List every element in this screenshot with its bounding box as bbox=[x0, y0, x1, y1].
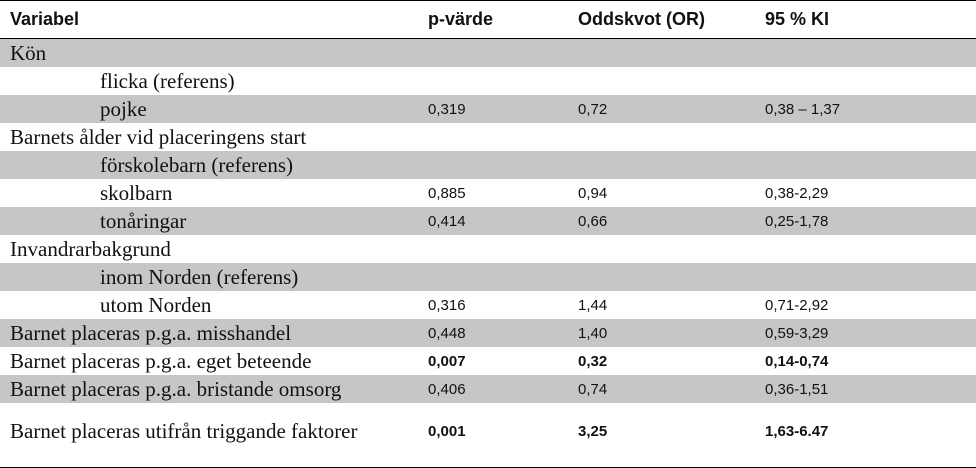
table-row: Barnet placeras p.g.a. bristande omsorg … bbox=[0, 375, 976, 403]
row-odds-ratio: 3,25 bbox=[578, 422, 608, 440]
table-row: pojke 0,319 0,72 0,38 – 1,37 bbox=[0, 95, 976, 123]
row-label: tonåringar bbox=[100, 209, 187, 233]
table-row: skolbarn 0,885 0,94 0,38-2,29 bbox=[0, 179, 976, 207]
row-label: Kön bbox=[10, 41, 47, 65]
table-row: inom Norden (referens) bbox=[0, 263, 976, 291]
row-label: skolbarn bbox=[100, 181, 173, 205]
row-label: Barnet placeras p.g.a. misshandel bbox=[10, 321, 292, 345]
row-p-value: 0,414 bbox=[428, 212, 466, 230]
table-row: utom Norden 0,316 1,44 0,71-2,92 bbox=[0, 291, 976, 319]
row-p-value: 0,007 bbox=[428, 352, 466, 370]
row-ci: 0,38 – 1,37 bbox=[765, 100, 841, 118]
header-ci: 95 % KI bbox=[765, 9, 830, 29]
row-p-value: 0,316 bbox=[428, 296, 466, 314]
table-row: Barnets ålder vid placeringens start bbox=[0, 123, 976, 151]
table-row: Kön bbox=[0, 39, 976, 67]
row-ci: 0,38-2,29 bbox=[765, 184, 829, 202]
row-label: Barnet placeras utifrån triggande faktor… bbox=[10, 419, 358, 443]
table-row: Invandrarbakgrund bbox=[0, 235, 976, 263]
table-row: förskolebarn (referens) bbox=[0, 151, 976, 179]
row-odds-ratio: 0,32 bbox=[578, 352, 608, 370]
row-label: utom Norden bbox=[100, 293, 212, 317]
row-odds-ratio: 1,40 bbox=[578, 324, 608, 342]
row-p-value: 0,001 bbox=[428, 422, 466, 440]
table-row: Barnet placeras p.g.a. eget beteende 0,0… bbox=[0, 347, 976, 375]
row-ci: 0,71-2,92 bbox=[765, 296, 829, 314]
row-odds-ratio: 0,66 bbox=[578, 212, 608, 230]
row-p-value: 0,885 bbox=[428, 184, 466, 202]
row-odds-ratio: 0,72 bbox=[578, 100, 608, 118]
row-label: pojke bbox=[100, 97, 147, 121]
row-label: Barnet placeras p.g.a. bristande omsorg bbox=[10, 377, 342, 401]
row-label: Barnets ålder vid placeringens start bbox=[10, 125, 307, 149]
row-label: Barnet placeras p.g.a. eget beteende bbox=[10, 349, 312, 373]
header-odds-ratio: Oddskvot (OR) bbox=[578, 9, 706, 29]
row-p-value: 0,448 bbox=[428, 324, 466, 342]
row-label: inom Norden (referens) bbox=[100, 265, 299, 289]
row-p-value: 0,319 bbox=[428, 100, 466, 118]
header-p-value: p-värde bbox=[428, 9, 494, 29]
table-row: flicka (referens) bbox=[0, 67, 976, 95]
table-header-row: Variabel p-värde Oddskvot (OR) 95 % KI bbox=[0, 1, 976, 39]
row-label: flicka (referens) bbox=[100, 69, 235, 93]
row-ci: 1,63-6.47 bbox=[765, 422, 829, 440]
row-odds-ratio: 1,44 bbox=[578, 296, 608, 314]
row-label: Invandrarbakgrund bbox=[10, 237, 171, 261]
row-ci: 0,25-1,78 bbox=[765, 212, 829, 230]
row-ci: 0,59-3,29 bbox=[765, 324, 829, 342]
header-variable: Variabel bbox=[10, 9, 80, 29]
row-odds-ratio: 0,74 bbox=[578, 380, 608, 398]
row-ci: 0,36-1,51 bbox=[765, 380, 829, 398]
row-ci: 0,14-0,74 bbox=[765, 352, 829, 370]
table-row: Barnet placeras utifrån triggande faktor… bbox=[0, 403, 976, 459]
row-odds-ratio: 0,94 bbox=[578, 184, 608, 202]
row-label: förskolebarn (referens) bbox=[100, 153, 293, 177]
table-row: tonåringar 0,414 0,66 0,25-1,78 bbox=[0, 207, 976, 235]
table-row: Barnet placeras p.g.a. misshandel 0,448 … bbox=[0, 319, 976, 347]
row-p-value: 0,406 bbox=[428, 380, 466, 398]
